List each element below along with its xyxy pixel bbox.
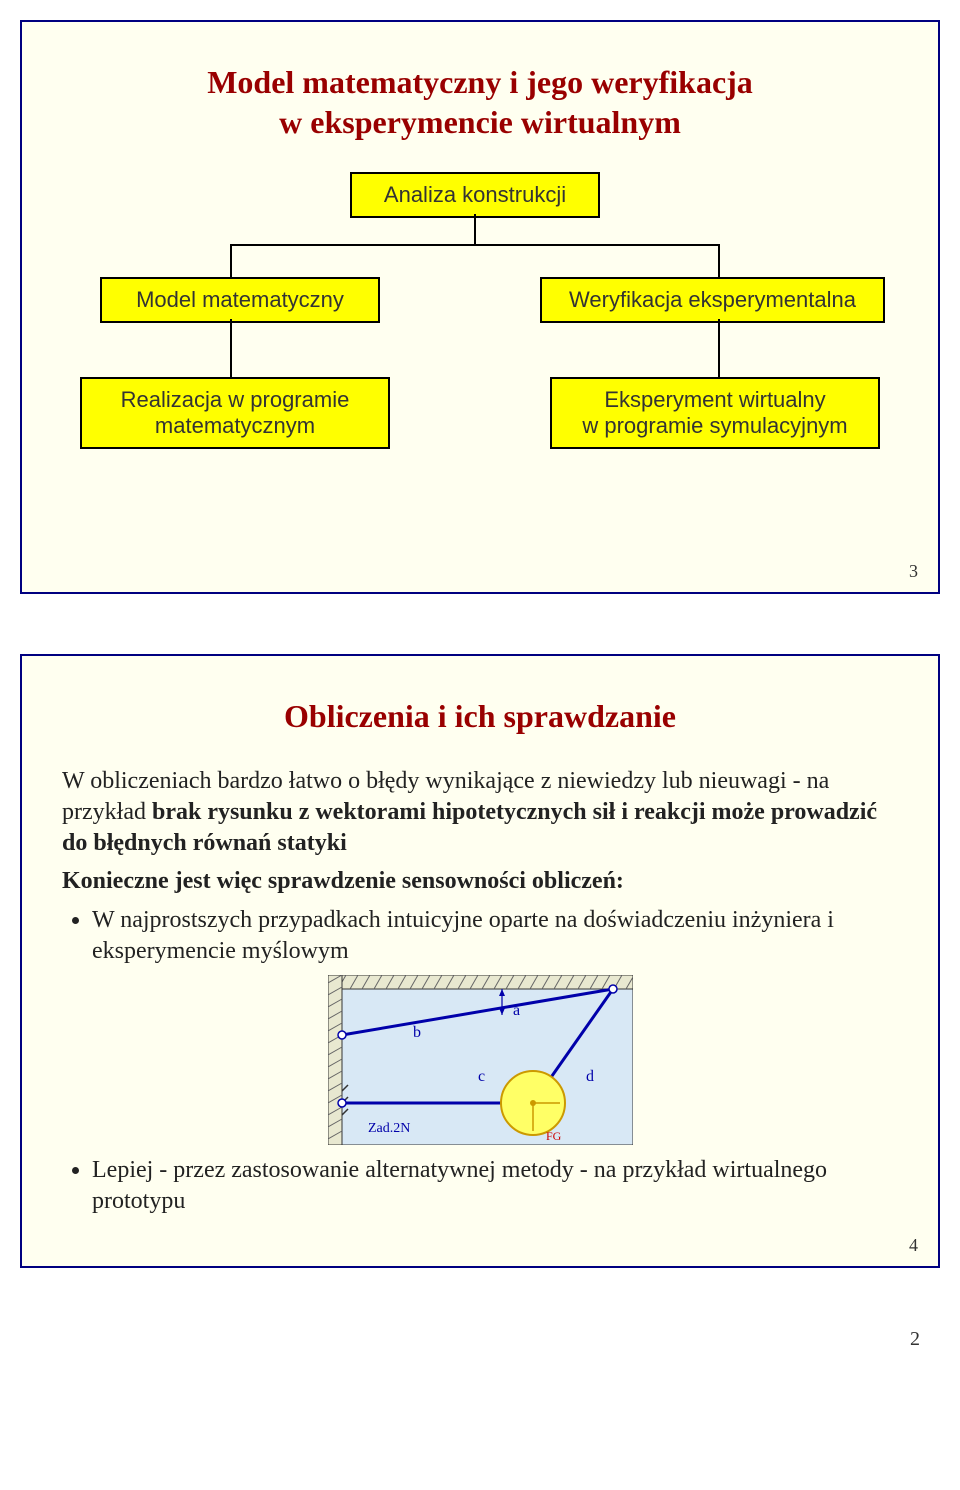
connector: [474, 214, 476, 244]
bullet-list-2: Lepiej - przez zastosowanie alternatywne…: [62, 1155, 898, 1217]
slide-2: Obliczenia i ich sprawdzanie W obliczeni…: [20, 654, 940, 1268]
slide-1: Model matematyczny i jego weryfikacja w …: [20, 20, 940, 594]
box-label-line1: Eksperyment wirtualny: [604, 387, 825, 412]
text-bold: eksperymencie myślowym: [92, 938, 349, 964]
box-label-line2: w programie symulacyjnym: [582, 413, 847, 438]
box-label: Model matematyczny: [136, 287, 344, 312]
bullet-list: W najprostszych przypadkach intuicyjne o…: [62, 905, 898, 967]
slide-number: 4: [909, 1235, 918, 1256]
box-model: Model matematyczny: [100, 277, 380, 323]
box-analiza: Analiza konstrukcji: [350, 172, 600, 218]
paragraph-2: Konieczne jest więc sprawdzenie sensowno…: [62, 866, 898, 897]
page-number: 2: [20, 1328, 920, 1351]
box-weryfikacja: Weryfikacja eksperymentalna: [540, 277, 885, 323]
connector: [230, 319, 232, 377]
slide-title: Model matematyczny i jego weryfikacja w …: [62, 62, 898, 142]
box-label: Analiza konstrukcji: [384, 182, 566, 207]
text-bold: brak rysunku z wektorami hipotetycznych …: [62, 799, 877, 856]
text-bold: Konieczne jest więc sprawdzenie sensowno…: [62, 868, 624, 894]
label-b: b: [413, 1024, 421, 1041]
text: W najprostszych przypadkach intuicyjne o…: [92, 907, 834, 933]
paragraph-1: W obliczeniach bardzo łatwo o błędy wyni…: [62, 766, 898, 860]
box-label-line2: matematycznym: [155, 413, 315, 438]
slide-title: Obliczenia i ich sprawdzanie: [62, 696, 898, 736]
title-line-1: Model matematyczny i jego weryfikacja: [207, 64, 753, 100]
box-eksperyment: Eksperyment wirtualny w programie symula…: [550, 377, 880, 449]
flowchart: Analiza konstrukcji Model matematyczny W…: [70, 172, 890, 552]
list-item: W najprostszych przypadkach intuicyjne o…: [92, 905, 898, 967]
connector: [718, 244, 720, 279]
structure-diagram: a b c d Zad.2N FG: [328, 975, 633, 1145]
label-c: c: [478, 1068, 485, 1085]
box-label: Weryfikacja eksperymentalna: [569, 287, 856, 312]
label-d: d: [586, 1068, 594, 1085]
list-item: Lepiej - przez zastosowanie alternatywne…: [92, 1155, 898, 1217]
label-a: a: [513, 1002, 520, 1019]
connector: [230, 244, 232, 279]
box-realizacja: Realizacja w programie matematycznym: [80, 377, 390, 449]
connector: [230, 244, 720, 246]
slide-number: 3: [909, 561, 918, 582]
box-label-line1: Realizacja w programie: [121, 387, 350, 412]
label-fg: FG: [546, 1129, 562, 1143]
text: Lepiej - przez zastosowanie alternatywne…: [92, 1157, 712, 1183]
label-zad: Zad.2N: [368, 1121, 410, 1136]
connector: [718, 319, 720, 377]
title-line-2: w eksperymencie wirtualnym: [279, 104, 681, 140]
